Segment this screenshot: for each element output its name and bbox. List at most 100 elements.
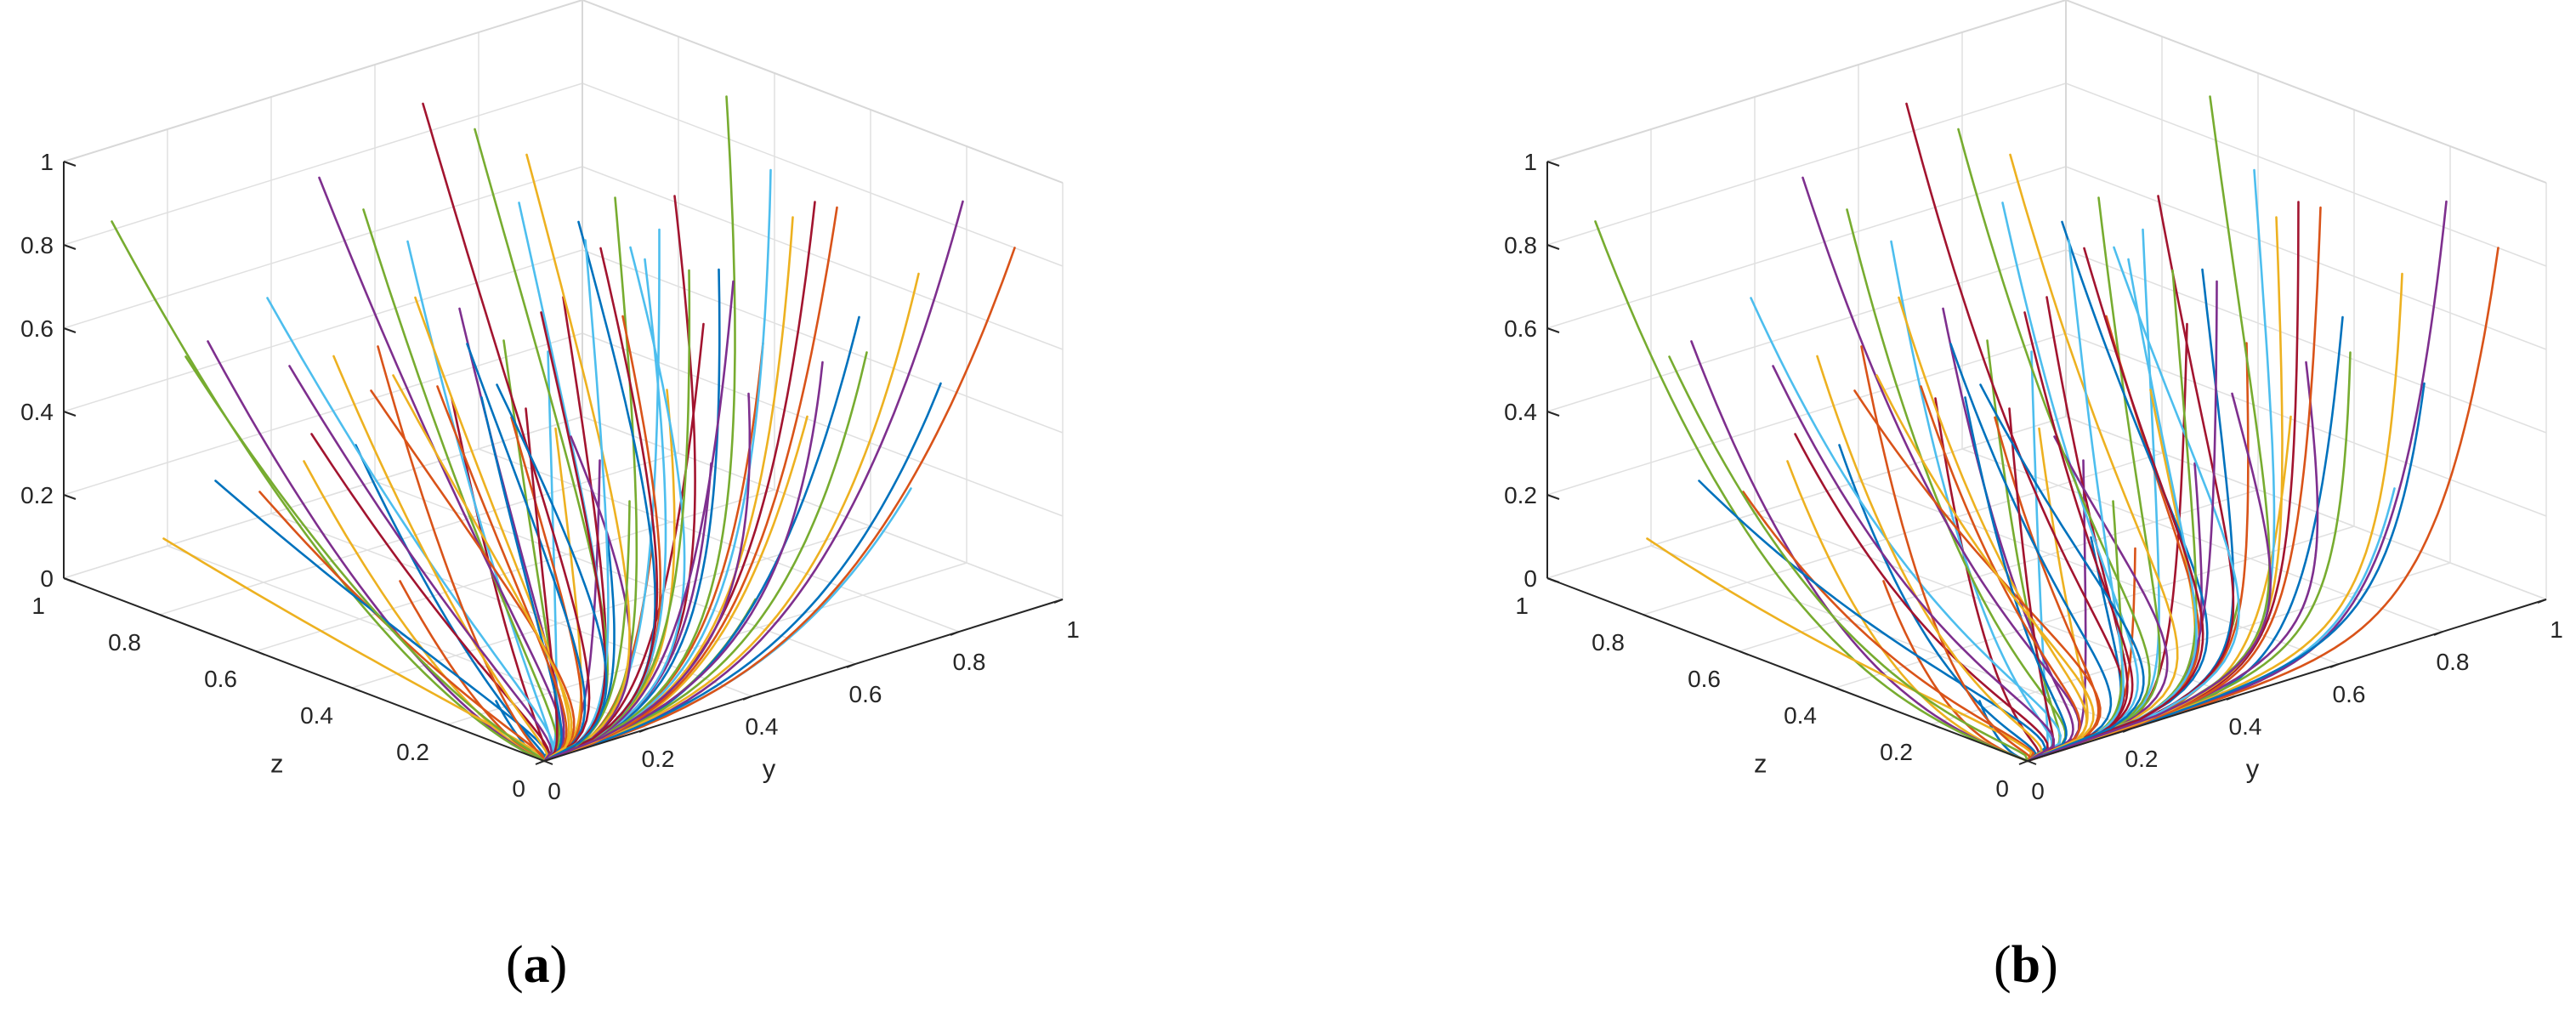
grid-line [582,332,1064,517]
z-axis-line [63,577,545,762]
m-tick-label: 0.2 [20,482,54,508]
z-tick [1931,724,1941,729]
y-tick [2018,760,2028,765]
grid-line [63,82,583,246]
m-tick [63,327,77,333]
trajectory-group [1594,95,2499,763]
trajectory-line [542,239,610,763]
trajectory-line [2026,269,2198,763]
trajectory-line [542,392,752,763]
trajectory-line [542,216,794,763]
trajectory-line [1646,537,2033,763]
m-tick-label: 0.6 [1504,315,1537,342]
grid-line [2065,166,2547,350]
trajectory-line [377,345,546,763]
m-tick [63,494,77,500]
y-axis-line [2027,599,2547,762]
trajectory-line [1801,176,2080,763]
trajectory-line [1979,383,2145,763]
y-axis-line [543,599,1064,762]
m-tick-label: 0.8 [20,232,54,258]
trajectory-line [414,296,570,763]
z-tick-label: 1 [1515,593,1529,619]
m-tick [1546,411,1560,417]
y-tick [846,663,856,668]
y-tick-label: 0.4 [2229,713,2262,740]
m-tick-label: 1 [40,149,54,175]
trajectory-line [542,268,721,763]
z-tick [159,614,169,619]
trajectory-line [542,360,824,763]
trajectory-line [466,343,587,763]
trajectory-line [1772,365,2056,763]
trajectory-line [542,168,772,763]
trajectory-line [542,351,868,763]
trajectory-line [1742,491,2035,763]
trajectory-line [1594,220,2029,763]
z-tick-label: 0.2 [1880,739,1913,765]
trajectory-line [525,407,559,763]
m-tick [63,411,77,417]
trajectory-line [288,365,553,763]
grid-line [1546,249,2067,412]
z-axis-label: z [270,748,284,778]
trajectory-line [542,269,691,763]
trajectory-line [2026,195,2235,763]
grid-line [63,332,583,496]
trajectory-line [184,355,546,763]
y-tick-label: 0.6 [2333,681,2366,707]
trajectory-line [1816,355,2044,763]
y-tick-label: 1 [1066,616,1080,643]
z-tick-label: 0.6 [1688,666,1721,692]
y-tick [2329,663,2340,668]
chart-panel-b: 00.20.40.60.8100.20.40.60.8100.20.40.60.… [1504,0,2563,804]
trajectory-line [480,396,563,763]
m-tick [63,161,77,167]
chart-panel-a: 00.20.40.60.8100.20.40.60.8100.20.40.60.… [20,0,1080,804]
trajectory-line [2009,153,2179,763]
trajectory-line [540,311,607,763]
z-tick-label: 1 [31,593,45,619]
m-tick-label: 0 [40,565,54,592]
z-tick [255,650,265,656]
trajectory-line [496,383,608,763]
trajectory-line [542,200,964,763]
trajectory-line [406,240,553,763]
grid-line [1546,416,2067,579]
trajectory-line [542,435,632,763]
trajectory-line [1994,416,2100,763]
grid-line [1931,562,2451,725]
trajectory-line [422,102,591,763]
z-tick-label: 0.6 [204,666,237,692]
m-tick-label: 0.4 [20,399,54,425]
z-tick-label: 0 [1995,775,2009,802]
z-tick [1643,614,1653,619]
trajectory-line [542,389,676,763]
y-tick [2122,728,2132,733]
trajectory-line [1860,345,2032,763]
y-tick [1053,599,1064,604]
trajectory-line [370,389,576,763]
trajectory-line [542,382,942,763]
m-tick-label: 0.4 [1504,399,1537,425]
trajectory-line [1875,374,2095,763]
grid-line [582,82,1064,267]
trajectory-line [542,95,736,763]
caption-b: (b) [1994,936,2058,994]
z-tick [447,724,457,729]
trajectory-line [2026,220,2209,763]
trajectory-line [1853,389,2102,763]
m-tick-label: 0 [1523,565,1537,592]
grid-line [1546,332,2067,496]
trajectory-line [2026,247,2499,763]
grid-line [255,489,775,652]
y-tick-label: 0 [548,778,561,804]
grid-line [63,166,583,329]
y-tick [2537,599,2547,604]
m-tick [1546,327,1560,333]
grid-line [1961,448,2443,633]
grid-line [2065,332,2547,517]
trajectory-line [2026,201,2300,763]
trajectory-line [399,580,546,763]
trajectory-line [2026,239,2125,763]
